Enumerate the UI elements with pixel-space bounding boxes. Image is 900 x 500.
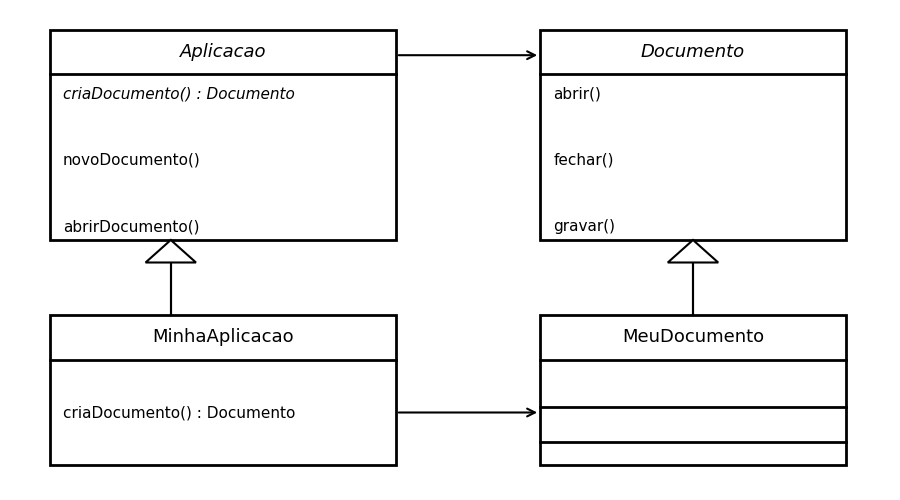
Text: Documento: Documento <box>641 43 745 61</box>
Bar <box>540 315 846 465</box>
Text: abrir(): abrir() <box>554 86 601 102</box>
Text: MinhaAplicacao: MinhaAplicacao <box>152 328 293 346</box>
Text: fechar(): fechar() <box>554 153 614 168</box>
Bar <box>540 30 846 240</box>
Text: criaDocumento() : Documento: criaDocumento() : Documento <box>63 405 295 420</box>
Text: criaDocumento() : Documento: criaDocumento() : Documento <box>63 86 295 102</box>
Text: abrirDocumento(): abrirDocumento() <box>63 219 200 234</box>
Polygon shape <box>146 240 196 262</box>
Polygon shape <box>668 240 718 262</box>
Text: novoDocumento(): novoDocumento() <box>63 153 201 168</box>
Text: Aplicacao: Aplicacao <box>179 43 266 61</box>
Text: MeuDocumento: MeuDocumento <box>622 328 764 346</box>
Bar <box>50 315 396 465</box>
Text: gravar(): gravar() <box>554 219 616 234</box>
Bar <box>50 30 396 240</box>
